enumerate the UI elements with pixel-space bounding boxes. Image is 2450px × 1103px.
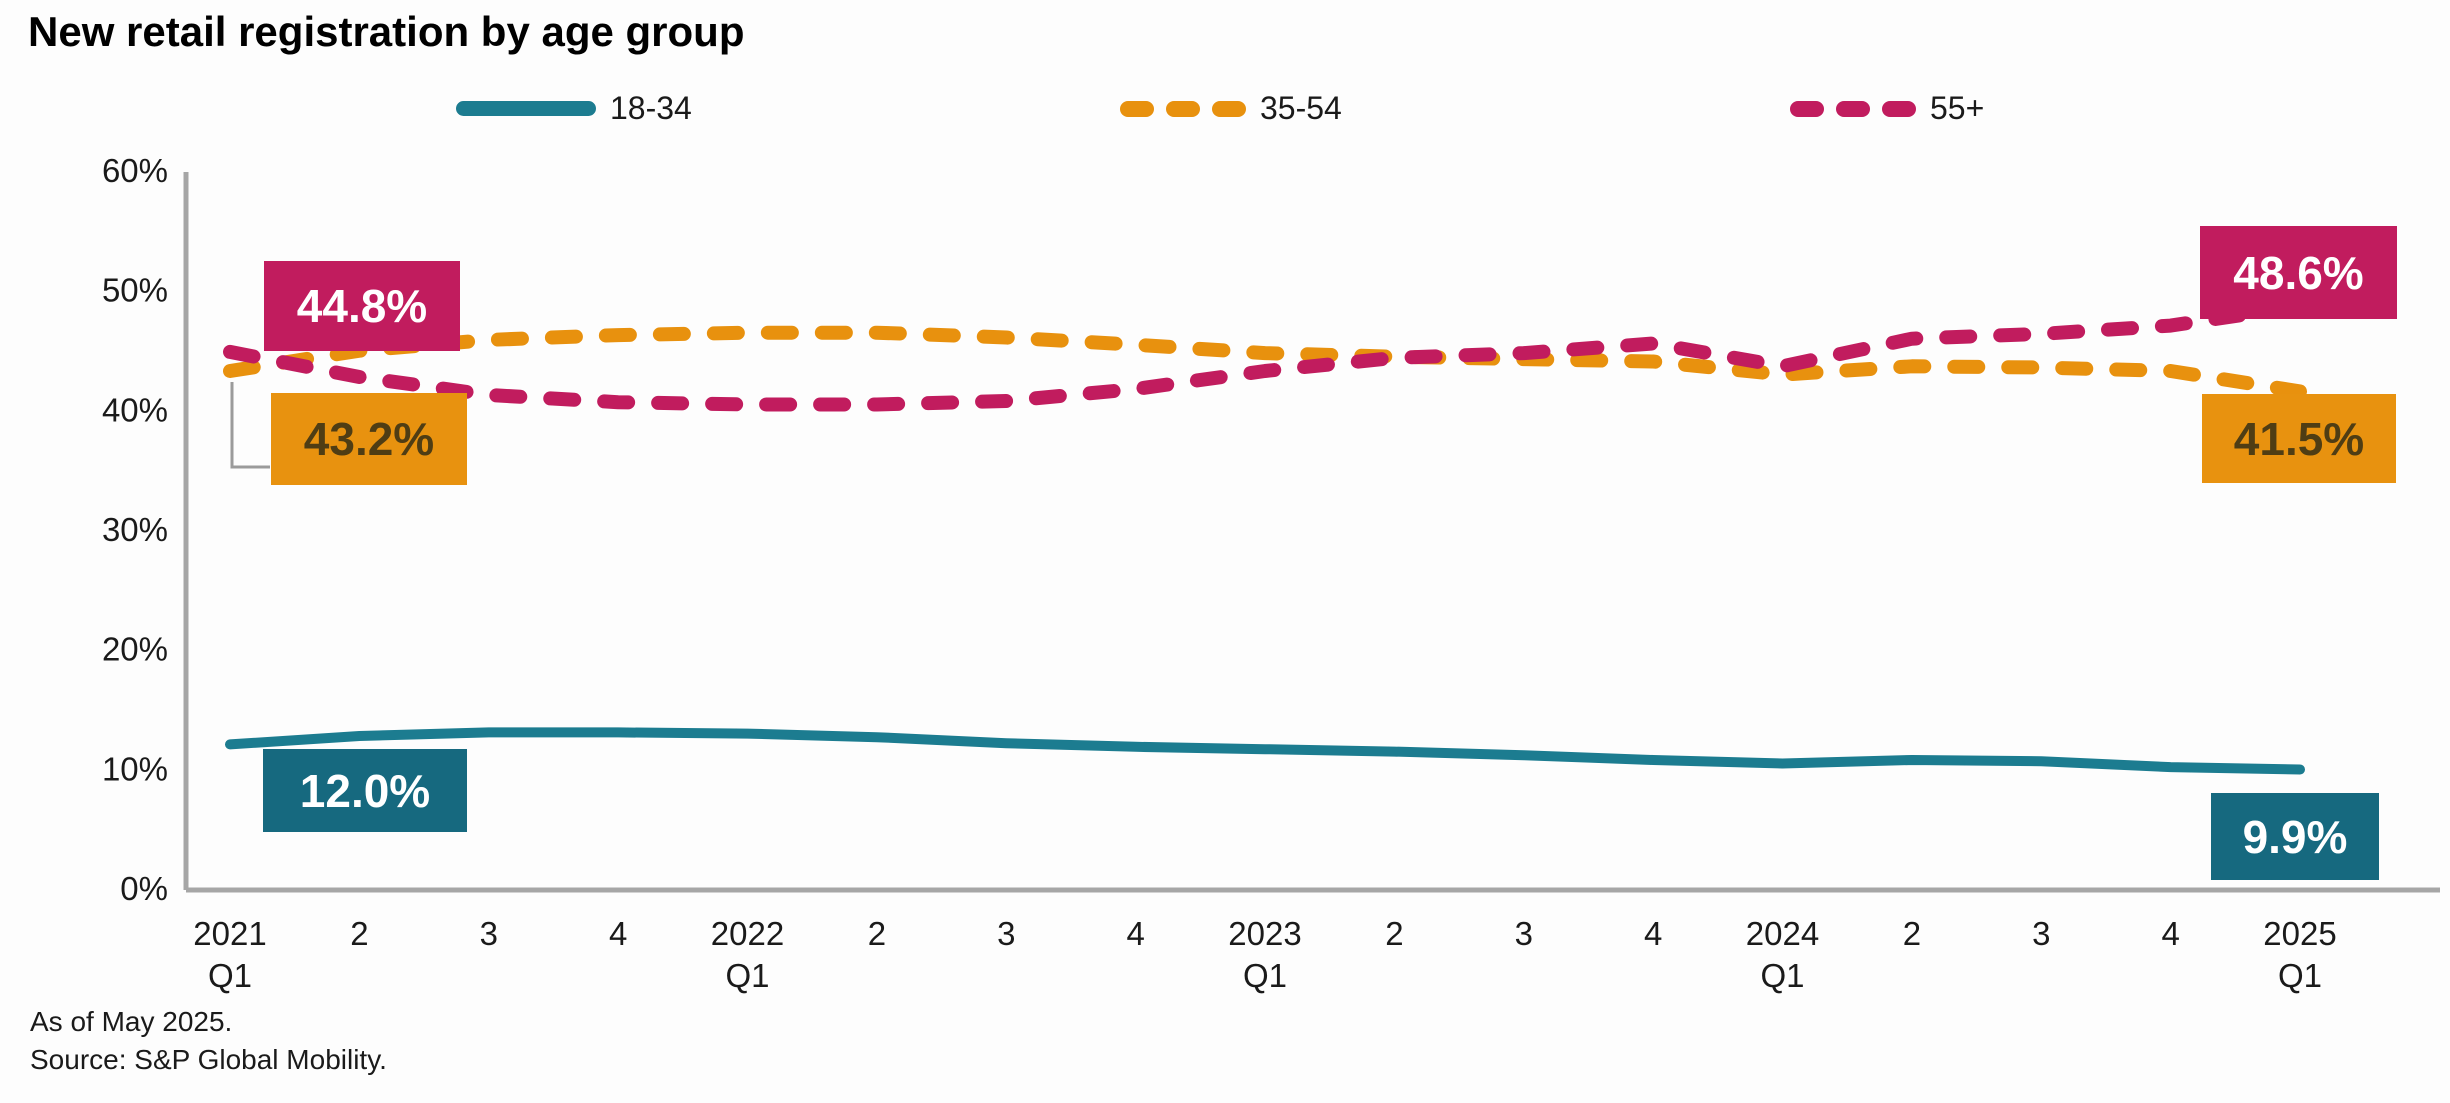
x-axis-tick-label: 4 [609,915,627,952]
series-line-35-54 [223,325,2307,399]
legend-label-18-34: 18-34 [610,90,692,126]
x-axis-tick-label: 2024 [1746,915,1819,952]
footnote-asof: As of May 2025. [30,1006,233,1037]
x-axis-tick-label: 4 [1126,915,1144,952]
legend-swatch-35-54 [1120,100,1246,117]
y-axis-tick-label: 10% [102,750,168,787]
legend-swatch-18-34 [456,101,596,116]
dash-swatch-icon [1120,100,1154,117]
x-axis-tick-label: Q1 [1243,957,1287,994]
data-label-18-34-end: 9.9% [2211,793,2379,880]
x-axis-tick-label: Q1 [2278,957,2322,994]
y-axis-tick-label: 40% [102,391,168,428]
x-axis-tick-label: 2021 [193,915,266,952]
x-axis-tick-label: 2 [868,915,886,952]
legend-item-55plus: 55+ [1790,90,1984,127]
dash-swatch-icon [1836,100,1870,117]
legend: 18-34 35-54 55+ [0,0,2450,130]
data-label-55plus-start: 44.8% [264,261,460,351]
x-axis-tick-label: 4 [1644,915,1662,952]
footnote-source: Source: S&P Global Mobility. [30,1044,387,1075]
x-axis-tick-label: Q1 [208,957,252,994]
data-label-55plus-end: 48.6% [2200,226,2397,319]
data-label-35-54-start: 43.2% [271,393,467,485]
y-axis-tick-label: 0% [120,870,168,907]
x-axis-tick-label: 3 [1515,915,1533,952]
dash-swatch-icon [1790,100,1824,117]
label-leader-line [230,382,270,469]
chart-title: New retail registration by age group [28,8,745,55]
legend-item-18-34: 18-34 [456,90,692,127]
x-axis-tick-label: 2 [1903,915,1921,952]
x-axis-tick-label: Q1 [725,957,769,994]
footnote: As of May 2025. Source: S&P Global Mobil… [30,1003,387,1079]
dash-swatch-icon [1166,100,1200,117]
x-axis-tick-label: Q1 [1760,957,1804,994]
y-axis-tick-label: 60% [102,152,168,189]
data-label-35-54-end: 41.5% [2202,394,2396,483]
y-axis-tick-label: 30% [102,511,168,548]
x-axis-tick-label: 3 [997,915,1015,952]
x-axis-tick-label: 3 [480,915,498,952]
legend-label-35-54: 35-54 [1260,90,1342,126]
series-line-55+ [223,299,2307,412]
x-axis-tick-label: 2 [1385,915,1403,952]
dash-swatch-icon [1212,100,1246,117]
legend-swatch-55plus [1790,100,1916,117]
x-axis-tick-label: 2023 [1228,915,1301,952]
y-axis-tick-label: 50% [102,272,168,309]
x-axis-tick-label: 2 [350,915,368,952]
x-axis-tick-label: 2025 [2263,915,2336,952]
legend-item-35-54: 35-54 [1120,90,1342,127]
x-axis-tick-label: 4 [2161,915,2179,952]
x-axis-tick-label: 2022 [711,915,784,952]
x-axis-tick-label: 3 [2032,915,2050,952]
series-line-18-34 [225,727,2305,775]
solid-line-swatch-icon [456,101,596,116]
dash-swatch-icon [1882,100,1916,117]
data-label-18-34-start: 12.0% [263,749,467,832]
legend-label-55plus: 55+ [1930,90,1985,126]
y-axis-tick-label: 20% [102,631,168,668]
